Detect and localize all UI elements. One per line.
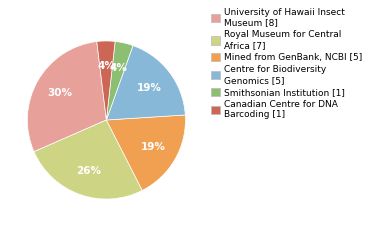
Text: 30%: 30% [47, 88, 72, 98]
Legend: University of Hawaii Insect
Museum [8], Royal Museum for Central
Africa [7], Min: University of Hawaii Insect Museum [8], … [210, 7, 363, 120]
Text: 26%: 26% [76, 166, 101, 176]
Wedge shape [106, 115, 185, 190]
Text: 19%: 19% [141, 142, 166, 152]
Wedge shape [106, 46, 185, 120]
Text: 4%: 4% [97, 61, 115, 71]
Text: 4%: 4% [109, 63, 127, 73]
Wedge shape [34, 120, 142, 199]
Wedge shape [27, 42, 106, 152]
Wedge shape [106, 42, 133, 120]
Text: 19%: 19% [137, 83, 162, 93]
Wedge shape [97, 41, 115, 120]
